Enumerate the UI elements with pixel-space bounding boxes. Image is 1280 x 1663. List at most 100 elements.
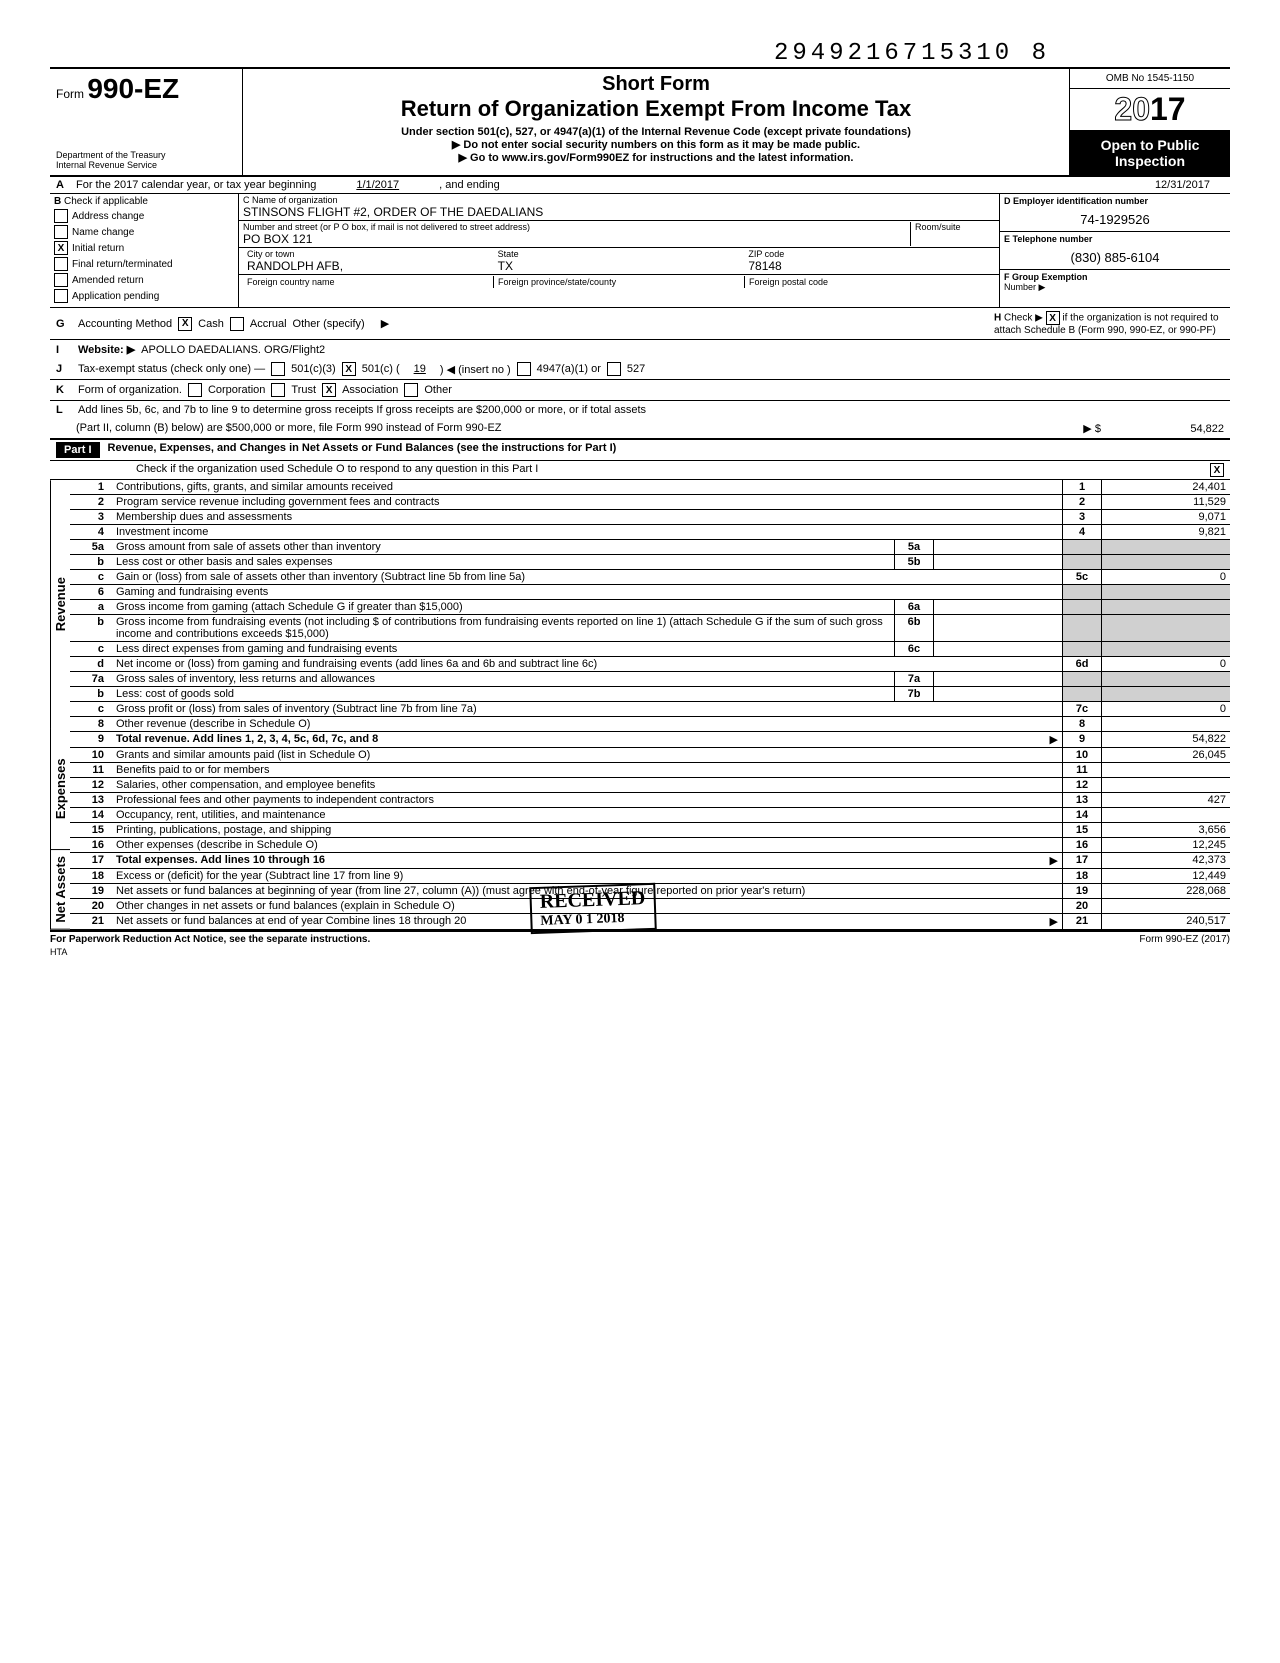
other-checkbox[interactable] <box>404 383 418 397</box>
right-line-number: 19 <box>1063 884 1102 899</box>
right-line-value: 54,822 <box>1102 732 1231 748</box>
line-desc: Gross profit or (loss) from sales of inv… <box>112 702 1063 717</box>
b-checkbox[interactable] <box>54 209 68 223</box>
foreign-country-label: Foreign country name <box>243 276 494 288</box>
vert-expenses: Expenses <box>50 728 70 850</box>
b-checkbox[interactable]: X <box>54 241 68 255</box>
vert-netassets: Net Assets <box>50 850 70 930</box>
b-checkbox[interactable] <box>54 289 68 303</box>
schedule-o-checkbox[interactable]: X <box>1210 463 1224 477</box>
org-street: PO BOX 121 <box>243 232 910 246</box>
trust-checkbox[interactable] <box>271 383 285 397</box>
4947-checkbox[interactable] <box>517 362 531 376</box>
mid-line-number: 6b <box>895 615 934 642</box>
corp-checkbox[interactable] <box>188 383 202 397</box>
part-1-header: Part I Revenue, Expenses, and Changes in… <box>50 440 1230 461</box>
j-label: Tax-exempt status (check only one) — <box>78 363 265 375</box>
col-d-ids: D Employer identification number 74-1929… <box>999 194 1230 307</box>
part-1-check-row: Check if the organization used Schedule … <box>50 461 1230 480</box>
right-line-number: 1 <box>1063 480 1102 495</box>
line-row: 1Contributions, gifts, grants, and simil… <box>70 480 1230 495</box>
line-desc: Benefits paid to or for members <box>112 763 1063 778</box>
right-num-shaded <box>1063 687 1102 702</box>
b-checkbox[interactable] <box>54 257 68 271</box>
line-desc: Less cost or other basis and sales expen… <box>112 555 895 570</box>
f-group-label: F Group Exemption <box>1004 272 1226 282</box>
b-check-label: Initial return <box>72 243 124 254</box>
line-row: 5aGross amount from sale of assets other… <box>70 540 1230 555</box>
right-line-number: 9 <box>1063 732 1102 748</box>
line-row: 2Program service revenue including gover… <box>70 495 1230 510</box>
b-check-item: Name change <box>54 225 234 239</box>
l-text2: (Part II, column (B) below) are $500,000… <box>76 422 502 435</box>
right-val-shaded <box>1102 555 1231 570</box>
document-id: 2949216715310 8 <box>50 40 1050 67</box>
cash-checkbox[interactable]: X <box>178 317 192 331</box>
line-desc: Printing, publications, postage, and shi… <box>112 823 1063 838</box>
g-cash: Cash <box>198 318 224 330</box>
right-line-number: 15 <box>1063 823 1102 838</box>
right-num-shaded <box>1063 672 1102 687</box>
footer: For Paperwork Reduction Act Notice, see … <box>50 932 1230 947</box>
b-check-label: Final return/terminated <box>72 259 173 270</box>
line-number: 14 <box>70 808 112 823</box>
line-row: 6Gaming and fundraising events <box>70 585 1230 600</box>
right-line-value <box>1102 778 1231 793</box>
line-desc: Gross income from fundraising events (no… <box>112 615 895 642</box>
c-zip-label: ZIP code <box>748 249 991 259</box>
line-desc: Other revenue (describe in Schedule O) <box>112 717 1063 732</box>
a-mid: , and ending <box>439 179 500 191</box>
line-row: 8Other revenue (describe in Schedule O)8 <box>70 717 1230 732</box>
b-checkbox[interactable] <box>54 273 68 287</box>
right-line-number: 8 <box>1063 717 1102 732</box>
line-number: 9 <box>70 732 112 748</box>
right-line-value <box>1102 763 1231 778</box>
line-desc: Less direct expenses from gaming and fun… <box>112 642 895 657</box>
right-line-number: 14 <box>1063 808 1102 823</box>
accrual-checkbox[interactable] <box>230 317 244 331</box>
instr-1: Do not enter social security numbers on … <box>463 139 860 151</box>
right-line-number: 21 <box>1063 914 1102 930</box>
f-number-label: Number ▶ <box>1004 282 1226 293</box>
right-line-value: 240,517 <box>1102 914 1231 930</box>
form-label: Form <box>56 87 84 101</box>
vert-revenue: Revenue <box>50 480 70 728</box>
line-desc: Other expenses (describe in Schedule O) <box>112 838 1063 853</box>
line-number: b <box>70 687 112 702</box>
line-number: 6 <box>70 585 112 600</box>
j-501c: 501(c) ( <box>362 363 400 375</box>
footer-paperwork: For Paperwork Reduction Act Notice, see … <box>50 934 370 945</box>
right-line-number: 11 <box>1063 763 1102 778</box>
b-check-label: Address change <box>72 211 144 222</box>
line-row: dNet income or (loss) from gaming and fu… <box>70 657 1230 672</box>
part1-label: Part I <box>56 442 100 458</box>
row-i-website: I Website: ▶ APOLLO DAEDALIANS. ORG/Flig… <box>50 340 1230 359</box>
g-label: Accounting Method <box>78 318 172 330</box>
l-amount: 54,822 <box>1104 423 1224 435</box>
k-other: Other <box>424 384 452 396</box>
main-line-table: Revenue Expenses Net Assets 1Contributio… <box>50 480 1230 932</box>
b-checkbox[interactable] <box>54 225 68 239</box>
527-checkbox[interactable] <box>607 362 621 376</box>
501c3-checkbox[interactable] <box>271 362 285 376</box>
line-desc: Professional fees and other payments to … <box>112 793 1063 808</box>
h-checkbox[interactable]: X <box>1046 311 1060 325</box>
line-desc: Grants and similar amounts paid (list in… <box>112 748 1063 763</box>
line-number: 16 <box>70 838 112 853</box>
foreign-postal-label: Foreign postal code <box>745 276 995 288</box>
right-num-shaded <box>1063 585 1102 600</box>
line-number: 18 <box>70 869 112 884</box>
form-number-box: Form 990-EZ Department of the Treasury I… <box>50 69 243 175</box>
line-desc: Total expenses. Add lines 10 through 16 … <box>112 853 1063 869</box>
c-state-label: State <box>498 249 741 259</box>
assoc-checkbox[interactable]: X <box>322 383 336 397</box>
501c-checkbox[interactable]: X <box>342 362 356 376</box>
right-line-number: 13 <box>1063 793 1102 808</box>
right-line-value: 42,373 <box>1102 853 1231 869</box>
k-trust: Trust <box>291 384 316 396</box>
line-row: 14Occupancy, rent, utilities, and mainte… <box>70 808 1230 823</box>
line-row: 4Investment income49,821 <box>70 525 1230 540</box>
right-line-number: 5c <box>1063 570 1102 585</box>
right-line-value: 0 <box>1102 702 1231 717</box>
right-line-value: 0 <box>1102 570 1231 585</box>
